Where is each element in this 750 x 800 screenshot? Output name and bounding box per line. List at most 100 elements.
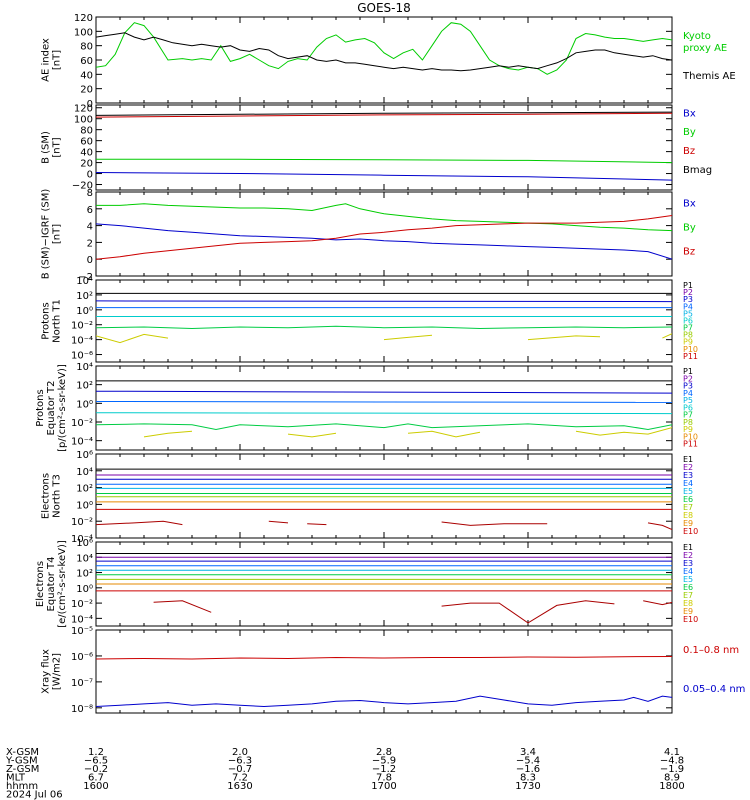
- legend-p1: P1: [683, 281, 693, 290]
- y-axis-label: Equator T2: [46, 381, 57, 436]
- axis-row-value: 3.4: [520, 747, 536, 758]
- y-tick-label: 10⁻⁴: [71, 437, 93, 448]
- time-axis: X-GSM 1.2 2.0 2.8 3.4 4.1 Y-GSM −6.5 −6.3 −5.9 −5.…: [5, 747, 685, 800]
- legend-p5: P5: [683, 309, 693, 318]
- legend-proxy-ae: proxy AE: [683, 43, 727, 54]
- axis-row-value: −1.9: [660, 764, 684, 775]
- y-axis-label: North T1: [52, 299, 63, 343]
- legend-p11: P11: [683, 440, 698, 449]
- y-tick-label: 10⁻⁴: [71, 614, 93, 625]
- legend-p7: P7: [683, 411, 693, 420]
- legend-e6: E6: [683, 495, 693, 504]
- plot-frame: [95, 629, 673, 714]
- series-line-p6: [96, 412, 672, 415]
- chart-title: GOES-18: [357, 1, 411, 15]
- legend-p6: P6: [683, 316, 693, 325]
- y-tick-label: 10⁻⁴: [71, 534, 93, 545]
- axis-row-label: Y-GSM: [5, 756, 38, 767]
- legend-0-05-0-4-nm: 0.05–0.4 nm: [683, 684, 745, 695]
- axis-row-label: MLT: [6, 773, 26, 784]
- y-tick-label: 10²: [76, 381, 93, 392]
- legend-e2: E2: [683, 463, 693, 472]
- legend-e8: E8: [683, 599, 693, 608]
- series-line-e10: [153, 600, 212, 613]
- series-line-e10: [441, 600, 615, 624]
- y-tick-label: 8: [87, 188, 93, 199]
- panel-e_t4: 10⁶ 10⁴ 10² 10⁰ 10⁻² 10⁻⁴ Electrons Equator T4[…: [35, 538, 698, 628]
- plot-frame: [95, 16, 673, 104]
- y-tick-label: 10⁶: [76, 450, 93, 461]
- y-tick-label: 100: [74, 27, 93, 38]
- series-line-bmag: [96, 111, 672, 116]
- panel-p_t2: 10⁴ 10² 10⁰ 10⁻² 10⁻⁴ Protons Equator T2 [p/(cm…: [35, 362, 698, 452]
- y-tick-label: 10⁻²: [71, 418, 93, 429]
- series-line-e10: [268, 520, 289, 524]
- y-tick-label: 60: [80, 56, 93, 67]
- legend-p10: P10: [683, 345, 698, 354]
- series-line-kyoto-proxy-ae: [96, 22, 672, 75]
- axis-row-value: 1730: [515, 781, 540, 792]
- y-tick-label: 10⁻⁶: [71, 351, 93, 362]
- series-line-p9: [143, 430, 193, 438]
- axis-row-value: −0.7: [228, 764, 252, 775]
- series-line-bz: [96, 112, 672, 118]
- legend-p5: P5: [683, 396, 693, 405]
- plot-frame: [95, 453, 673, 539]
- y-tick-label: 10⁻⁵: [71, 626, 93, 637]
- series-line-p9: [287, 432, 337, 438]
- legend-0-1-0-8-nm: 0.1–0.8 nm: [683, 645, 739, 656]
- legend-e1: E1: [683, 455, 693, 464]
- y-tick-label: 10⁴: [76, 276, 93, 287]
- y-tick-label: 10⁶: [76, 538, 93, 549]
- y-axis-label: North T3: [52, 474, 63, 518]
- series-line-p9: [527, 335, 601, 341]
- series-line-e10: [643, 600, 672, 606]
- y-axis-label: AE index: [41, 38, 52, 82]
- legend-e9: E9: [683, 519, 693, 528]
- legend-bz: Bz: [683, 246, 695, 257]
- legend-e3: E3: [683, 471, 693, 480]
- plot-frame: [95, 191, 673, 277]
- y-tick-label: 120: [74, 104, 93, 115]
- y-axis-label: Electrons: [41, 473, 52, 519]
- y-tick-label: 4: [87, 222, 93, 233]
- axis-row-value: −6.3: [228, 756, 252, 767]
- series-line-p4: [96, 401, 672, 403]
- y-tick-label: 0: [87, 255, 93, 266]
- series-line-bz: [96, 215, 672, 260]
- axis-row-value: 1800: [659, 781, 684, 792]
- y-tick-label: 6: [87, 205, 93, 216]
- y-tick-label: −2: [78, 272, 93, 283]
- legend-p1: P1: [683, 367, 693, 376]
- series-line-0-05-0-4-nm: [96, 695, 672, 708]
- y-tick-label: 10⁻²: [71, 599, 93, 610]
- y-axis-label: [nT]: [52, 137, 63, 157]
- axis-row-value: −4.8: [660, 756, 684, 767]
- y-axis-label: [nT]: [52, 50, 63, 70]
- axis-row-value: 2.0: [232, 747, 248, 758]
- series-line-e10: [441, 521, 548, 526]
- plot-frame: [95, 279, 673, 363]
- series-line-themis-ae: [96, 32, 672, 72]
- legend-e1: E1: [683, 543, 693, 552]
- legend-p9: P9: [683, 338, 693, 347]
- panel-p_t1: 10⁴ 10² 10⁰ 10⁻² 10⁻⁴ 10⁻⁶ Protons North T1 P1P2…: [41, 276, 698, 363]
- legend-e10: E10: [683, 615, 698, 624]
- axis-row-value: 1630: [227, 781, 252, 792]
- series-line-p3: [96, 300, 672, 303]
- y-axis-label: [p/(cm²-s-sr-keV)]: [57, 364, 68, 452]
- axis-row-value: 7.8: [376, 773, 392, 784]
- series-line-p9: [383, 334, 433, 341]
- y-tick-label: 10⁴: [76, 467, 93, 478]
- y-tick-label: 10⁰: [76, 306, 93, 317]
- series-line-p9: [407, 430, 481, 438]
- legend-e8: E8: [683, 511, 693, 520]
- y-tick-label: 0: [87, 170, 93, 181]
- legend-bx: Bx: [683, 108, 696, 119]
- legend-by: By: [683, 222, 696, 233]
- series-line-bx: [96, 223, 672, 260]
- y-tick-label: 10⁰: [76, 584, 93, 595]
- y-tick-label: 60: [80, 137, 93, 148]
